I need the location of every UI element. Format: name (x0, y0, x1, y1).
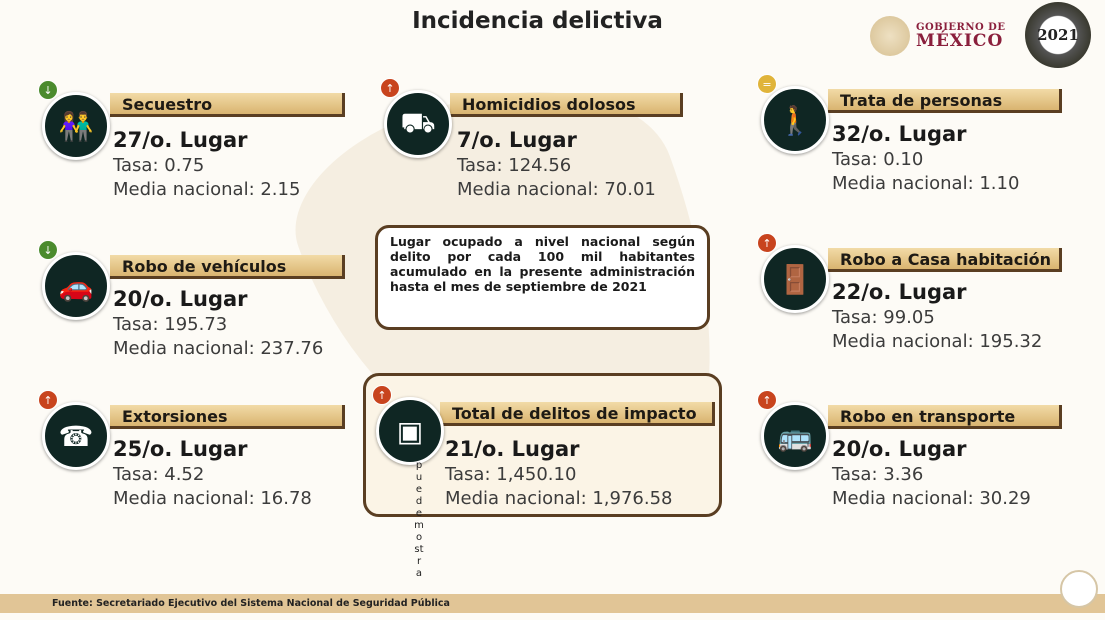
crime-rank: 21/o. Lugar (445, 437, 580, 461)
crime-rank: 27/o. Lugar (113, 128, 248, 152)
crime-rank: 22/o. Lugar (832, 280, 967, 304)
extortion-icon: ☎ (42, 402, 110, 470)
year-2021-badge: 2021 (1025, 2, 1091, 68)
crime-title: Robo en transporte (828, 405, 1062, 429)
crime-rate: Tasa: 99.05 (832, 307, 935, 328)
national-average: Media nacional: 30.29 (832, 488, 1031, 509)
overlay-vertical-text: puedemostra (414, 460, 424, 579)
crime-rank: 32/o. Lugar (832, 122, 967, 146)
trend-up-icon: ↑ (372, 385, 392, 405)
crime-rate: Tasa: 0.10 (832, 149, 924, 170)
logo-line2: MÉXICO (916, 30, 1004, 51)
house-robbery-icon: 🚪 (761, 245, 829, 313)
page-title: Incidencia delictiva (412, 8, 663, 34)
national-average: Media nacional: 195.32 (832, 331, 1043, 352)
trend-up-icon: ↑ (38, 390, 58, 410)
trend-up-icon: ↑ (380, 78, 400, 98)
trend-equal-icon: = (757, 74, 777, 94)
crime-title: Total de delitos de impacto (440, 402, 715, 426)
national-seal-icon (870, 16, 910, 56)
crime-title: Extorsiones (110, 405, 345, 429)
logo-line1: GOBIERNO DE (916, 21, 1006, 33)
national-average: Media nacional: 2.15 (113, 179, 301, 200)
corner-logo-icon (1060, 570, 1098, 608)
crime-title: Robo a Casa habitación (828, 248, 1062, 272)
broken-image-icon: ▣ (376, 397, 444, 465)
trend-up-icon: ↑ (757, 233, 777, 253)
crime-title: Homicidios dolosos (450, 93, 683, 117)
crime-title: Trata de personas (828, 89, 1062, 113)
crime-rate: Tasa: 195.73 (113, 314, 228, 335)
kidnapping-icon: 👫 (42, 92, 110, 160)
national-average: Media nacional: 1.10 (832, 173, 1020, 194)
crime-rank: 25/o. Lugar (113, 437, 248, 461)
car-theft-icon: 🚗 (42, 252, 110, 320)
human-trafficking-icon: 🚶 (761, 86, 829, 154)
crime-rate: Tasa: 0.75 (113, 155, 205, 176)
crime-rate: Tasa: 3.36 (832, 464, 924, 485)
crime-rank: 20/o. Lugar (113, 287, 248, 311)
trend-up-icon: ↑ (757, 390, 777, 410)
national-average: Media nacional: 70.01 (457, 179, 656, 200)
crime-rank: 7/o. Lugar (457, 128, 577, 152)
crime-title: Secuestro (110, 93, 345, 117)
national-average: Media nacional: 237.76 (113, 338, 324, 359)
info-note: Lugar ocupado a nivel nacional según del… (375, 225, 710, 330)
crime-rate: Tasa: 1,450.10 (445, 464, 577, 485)
crime-rate: Tasa: 124.56 (457, 155, 572, 176)
crime-rate: Tasa: 4.52 (113, 464, 205, 485)
trend-down-icon: ↓ (38, 80, 58, 100)
gobierno-logo: GOBIERNO DE MÉXICO (870, 16, 1005, 56)
bus-icon: 🚌 (761, 402, 829, 470)
national-average: Media nacional: 16.78 (113, 488, 312, 509)
crime-rank: 20/o. Lugar (832, 437, 967, 461)
trend-down-icon: ↓ (38, 240, 58, 260)
national-average: Media nacional: 1,976.58 (445, 488, 673, 509)
crime-title: Robo de vehículos (110, 255, 345, 279)
homicide-icon: ⛟ (384, 90, 452, 158)
source-footer: Fuente: Secretariado Ejecutivo del Siste… (0, 594, 1105, 613)
